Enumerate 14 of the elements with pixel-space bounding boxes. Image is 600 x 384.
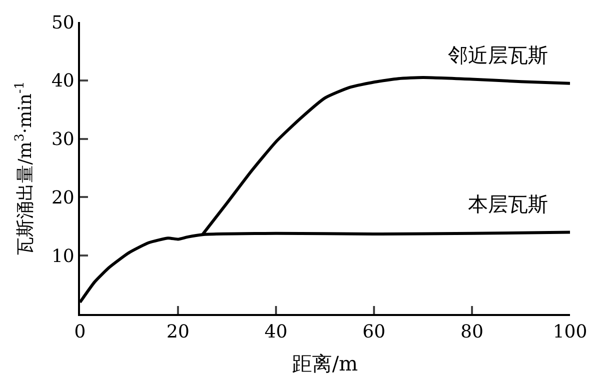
x-tick-label: 20 <box>166 322 190 343</box>
y-tick-label: 20 <box>51 188 74 208</box>
y-tick-label: 50 <box>51 12 74 34</box>
x-tick-label: 0 <box>74 322 86 343</box>
x-tick-label: 100 <box>552 322 588 343</box>
x-tick-label: 60 <box>362 322 386 343</box>
y-tick-label: 40 <box>51 70 74 92</box>
x-tick-label: 80 <box>460 322 484 343</box>
series-label: 邻近层瓦斯 <box>448 43 548 67</box>
y-tick-label: 10 <box>51 246 74 267</box>
series-label: 本层瓦斯 <box>468 192 548 216</box>
x-axis-title: 距离/m <box>292 352 358 376</box>
y-tick-label: 30 <box>51 129 74 150</box>
x-tick-label: 40 <box>264 322 288 343</box>
